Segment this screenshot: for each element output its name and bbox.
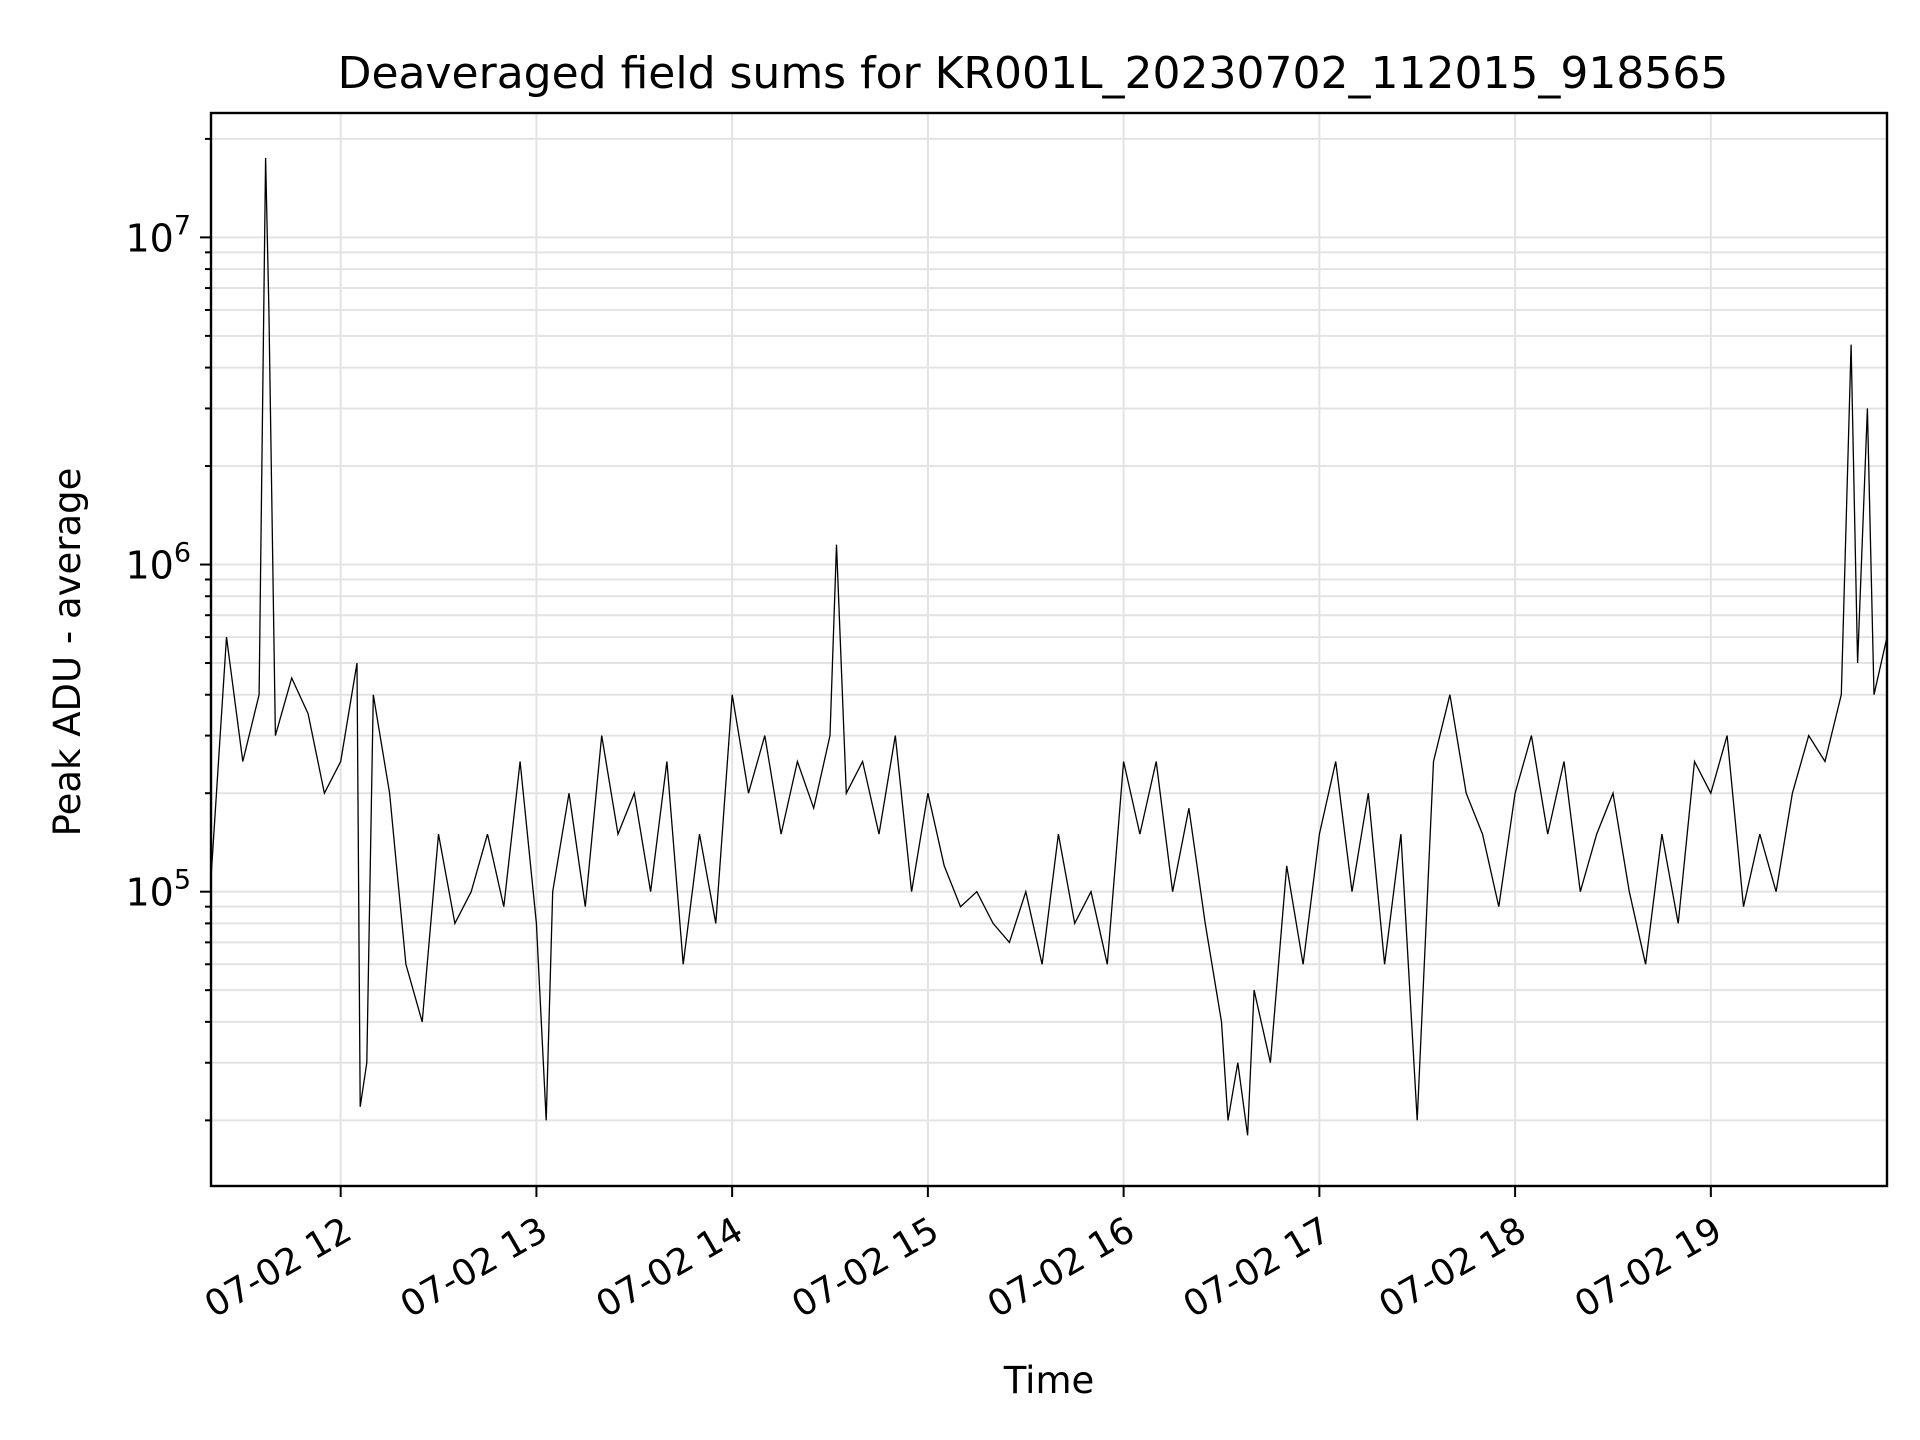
y-tick-label: 106 [125, 538, 191, 588]
y-tick-label: 105 [125, 865, 191, 915]
grid-layer [211, 113, 1887, 1186]
series-line [210, 157, 1888, 1136]
plot-frame [209, 111, 1889, 1188]
y-axis-label: Peak ADU - average [46, 468, 89, 837]
series-layer [210, 157, 1888, 1136]
x-axis-label: Time [1003, 1359, 1095, 1402]
chart-title: Deaveraged field sums for KR001L_2023070… [338, 48, 1729, 99]
y-tick-label: 107 [125, 210, 191, 260]
